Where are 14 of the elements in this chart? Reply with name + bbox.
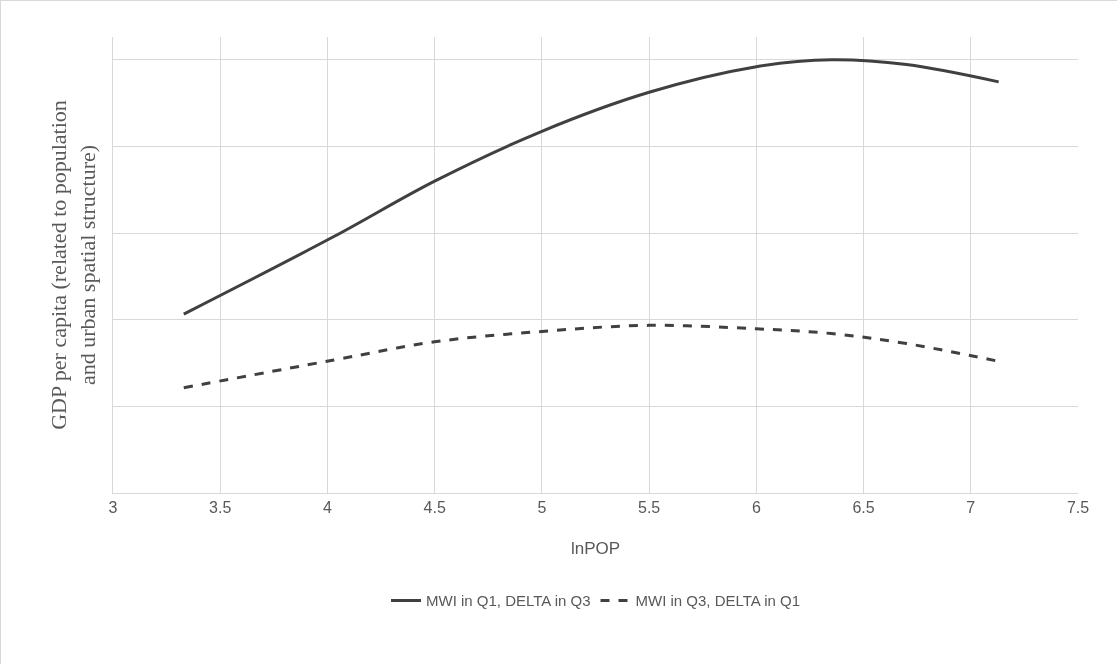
- legend-label: MWI in Q3, DELTA in Q1: [635, 592, 800, 610]
- x-tick-label: 7.5: [1066, 499, 1090, 517]
- x-tick-label: 3.5: [209, 499, 232, 517]
- y-axis-title: GDP per capita (related to population and urban spatial structure): [46, 100, 100, 430]
- x-axis-title: lnPOP: [570, 539, 621, 558]
- x-tick-label: 6: [751, 499, 761, 517]
- x-tick-label: 3: [108, 499, 118, 517]
- x-tick-label: 7: [966, 499, 976, 517]
- x-tick-label: 5.5: [637, 499, 661, 517]
- x-tick-label: 6.5: [852, 499, 875, 517]
- x-tick-label: 4.5: [423, 499, 446, 517]
- legend-label: MWI in Q1, DELTA in Q3: [426, 592, 591, 610]
- x-tick-label: 5: [537, 499, 547, 517]
- x-tick-label: 4: [322, 499, 332, 517]
